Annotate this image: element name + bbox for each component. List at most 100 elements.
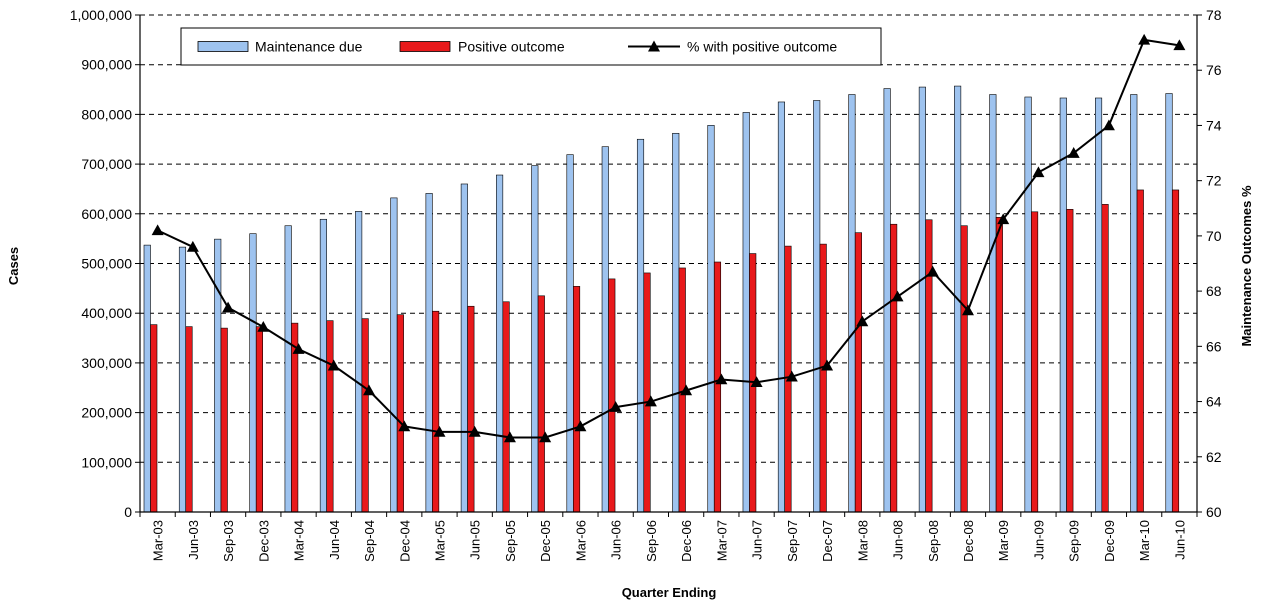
line-point-marker bbox=[433, 425, 446, 437]
bar-positive-outcome bbox=[361, 318, 369, 513]
bar-maintenance-due bbox=[531, 165, 539, 513]
bar-positive-outcome bbox=[925, 219, 933, 513]
x-tick-label: Mar-06 bbox=[573, 520, 588, 561]
line-point-marker bbox=[468, 425, 481, 437]
bar-maintenance-due bbox=[848, 94, 856, 513]
bar-maintenance-due bbox=[1095, 97, 1103, 513]
line-point-marker bbox=[644, 395, 657, 407]
bar-positive-outcome bbox=[255, 326, 264, 513]
y-tick-label: 800,000 bbox=[81, 106, 132, 122]
bar-maintenance-due bbox=[496, 174, 504, 513]
line-point-marker bbox=[1032, 166, 1045, 178]
legend-box bbox=[180, 27, 882, 66]
bar-positive-outcome bbox=[537, 295, 545, 513]
bar-positive-outcome bbox=[713, 261, 722, 513]
y2-axis-title: Maintenance Outcomes % bbox=[1239, 185, 1254, 347]
x-tick-label: Mar-05 bbox=[432, 520, 447, 561]
x-tick-label: Dec-04 bbox=[397, 520, 412, 562]
bar-maintenance-due bbox=[672, 132, 680, 513]
legend-label-positive-outcome: Positive outcome bbox=[458, 39, 565, 55]
bar-maintenance-due bbox=[707, 125, 715, 513]
y2-tick-label: 76 bbox=[1206, 62, 1222, 78]
bar-positive-outcome bbox=[608, 278, 616, 513]
bar-positive-outcome bbox=[1171, 189, 1180, 513]
x-tick-label: Jun-06 bbox=[609, 520, 624, 560]
legend-swatch-marker bbox=[648, 40, 660, 52]
x-tick-label: Mar-09 bbox=[996, 520, 1011, 561]
line-point-marker bbox=[574, 420, 587, 432]
line-point-marker bbox=[186, 240, 199, 252]
y-tick-label: 200,000 bbox=[81, 405, 132, 421]
y-tick-label: 0 bbox=[124, 504, 132, 520]
y2-tick-label: 64 bbox=[1206, 394, 1222, 410]
y-tick-label: 600,000 bbox=[81, 206, 132, 222]
line-point-marker bbox=[715, 373, 728, 385]
line-point-marker bbox=[750, 376, 763, 388]
x-tick-label: Mar-07 bbox=[714, 520, 729, 561]
line-point-marker bbox=[997, 213, 1010, 225]
x-tick-label: Sep-05 bbox=[503, 520, 518, 562]
line-series bbox=[151, 33, 1186, 443]
y-tick-label: 700,000 bbox=[81, 156, 132, 172]
line-point-marker bbox=[327, 359, 340, 371]
bar-maintenance-due bbox=[636, 138, 645, 513]
bar-maintenance-due bbox=[883, 88, 891, 513]
line-point-marker bbox=[151, 224, 164, 236]
y2-tick-label: 78 bbox=[1206, 7, 1222, 23]
axes bbox=[135, 14, 1202, 517]
y-tick-label: 300,000 bbox=[81, 355, 132, 371]
x-tick-label: Jun-10 bbox=[1172, 520, 1187, 560]
bar-maintenance-due bbox=[1024, 96, 1032, 513]
bar-positive-outcome bbox=[220, 327, 228, 513]
bar-positive-outcome bbox=[467, 305, 475, 513]
bar-positive-outcome bbox=[185, 326, 193, 513]
line-point-marker bbox=[292, 343, 305, 354]
bar-maintenance-due bbox=[601, 146, 609, 513]
legend-label-maintenance-due: Maintenance due bbox=[255, 39, 363, 55]
x-tick-label: Mar-10 bbox=[1137, 520, 1152, 561]
x-tick-label: Jun-03 bbox=[186, 520, 201, 560]
y2-tick-label: 60 bbox=[1206, 504, 1222, 520]
legend-label-percent-positive: % with positive outcome bbox=[687, 39, 837, 55]
line-point-marker bbox=[1138, 33, 1151, 45]
x-tick-label: Jun-08 bbox=[891, 520, 906, 560]
line-point-marker bbox=[821, 359, 834, 371]
x-tick-label: Dec-09 bbox=[1102, 520, 1117, 562]
line-point-marker bbox=[539, 431, 552, 443]
x-tick-label: Sep-03 bbox=[221, 520, 236, 562]
bar-positive-outcome bbox=[854, 232, 862, 513]
bar-maintenance-due bbox=[1130, 94, 1138, 513]
y2-tick-label: 74 bbox=[1206, 117, 1222, 133]
bar-maintenance-due bbox=[178, 246, 187, 513]
bar-maintenance-due bbox=[319, 218, 327, 513]
bar-maintenance-due bbox=[918, 86, 926, 513]
bar-maintenance-due bbox=[742, 112, 750, 513]
y-axis-title: Cases bbox=[6, 247, 21, 285]
x-tick-label: Sep-06 bbox=[644, 520, 659, 562]
bar-positive-outcome bbox=[1101, 204, 1109, 513]
tick-labels: 0 100,000 200,000 300,000 400,000 500,000 600,… bbox=[70, 7, 1222, 562]
x-tick-label: Sep-08 bbox=[926, 520, 941, 562]
bar-maintenance-due bbox=[390, 197, 398, 513]
bar-maintenance-due bbox=[214, 238, 222, 513]
line-point-marker bbox=[926, 265, 939, 277]
bar-positive-outcome bbox=[819, 243, 827, 513]
line-point-marker bbox=[856, 315, 869, 327]
bar-positive-outcome bbox=[643, 272, 651, 513]
legend: Maintenance due Positive outcome % with po… bbox=[180, 27, 882, 66]
bar-positive-outcome bbox=[572, 286, 581, 513]
x-tick-label: Dec-05 bbox=[538, 520, 553, 562]
bar-maintenance-due bbox=[777, 101, 786, 513]
x-tick-label: Sep-07 bbox=[785, 520, 800, 562]
x-tick-label: Mar-08 bbox=[855, 520, 870, 561]
x-tick-label: Dec-08 bbox=[961, 520, 976, 562]
line-point-marker bbox=[257, 321, 270, 332]
bar-maintenance-due bbox=[284, 225, 292, 513]
x-tick-label: Mar-04 bbox=[292, 520, 307, 561]
line-point-marker bbox=[1102, 119, 1115, 131]
x-tick-label: Mar-03 bbox=[151, 520, 166, 561]
line-point-marker bbox=[1067, 147, 1080, 158]
legend-swatch-positive-outcome bbox=[399, 41, 451, 52]
x-tick-label: Sep-04 bbox=[362, 520, 377, 562]
